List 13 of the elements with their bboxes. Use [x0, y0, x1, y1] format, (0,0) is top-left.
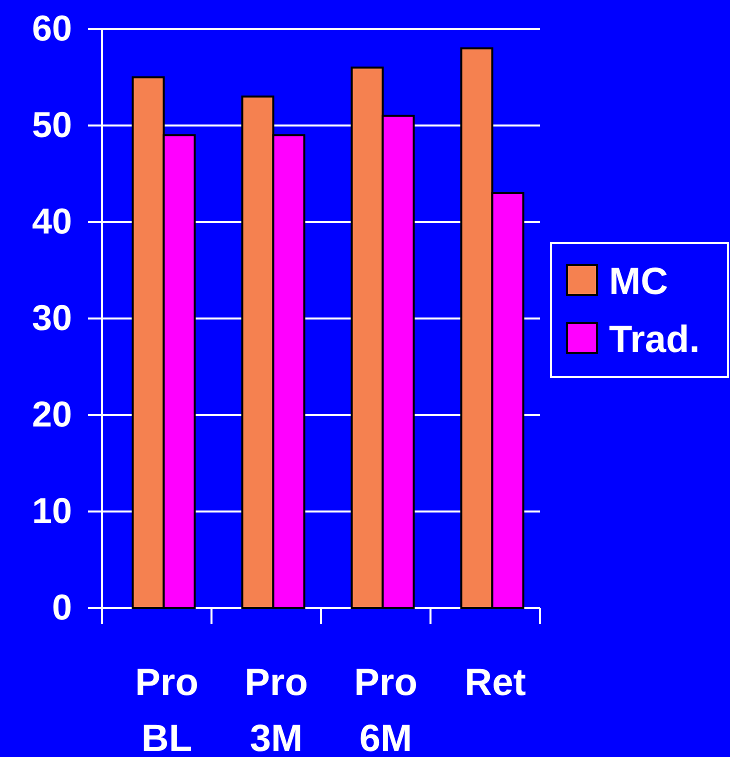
x-tick-label: Ret: [464, 662, 526, 704]
x-tick-label: Pro BL: [135, 662, 198, 757]
y-tick-label: 20: [32, 394, 72, 435]
legend-label: MC: [609, 261, 668, 303]
x-tick-label: Pro 3M: [244, 662, 308, 757]
y-tick-label: 40: [32, 200, 72, 242]
y-tick-label: 10: [32, 490, 72, 532]
x-tick-label: Pro 6M: [354, 662, 418, 757]
y-tick-label: 50: [32, 104, 72, 146]
y-tick-label: 30: [32, 297, 72, 338]
y-tick-label: 0: [52, 586, 72, 628]
y-tick-label: 60: [32, 8, 72, 49]
legend-label: Trad.: [609, 319, 700, 361]
